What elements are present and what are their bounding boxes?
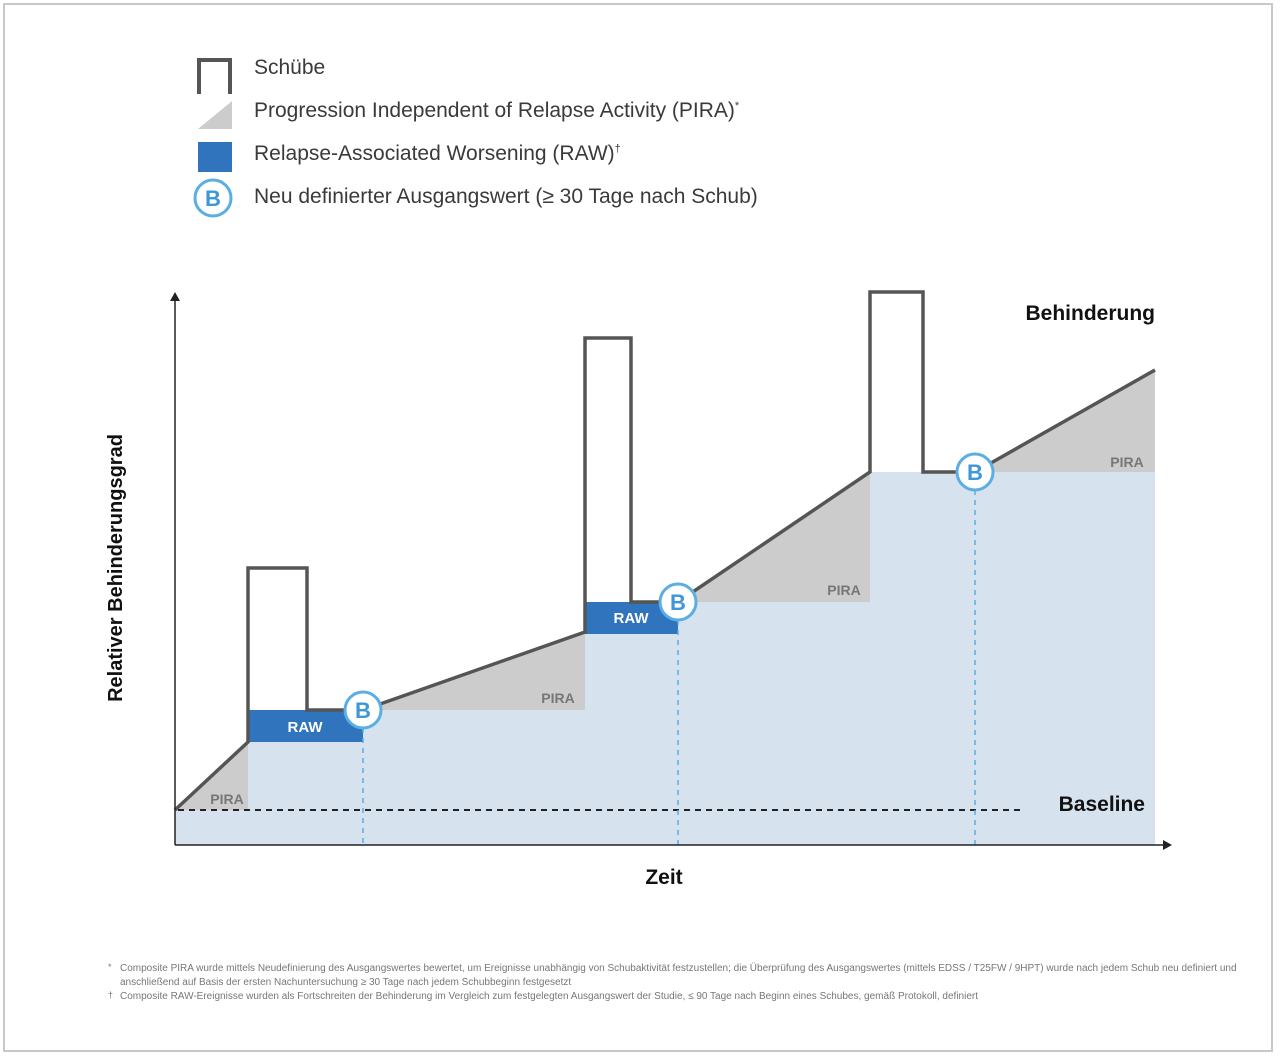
- legend-label-raw: Relapse-Associated Worsening (RAW)†: [254, 142, 621, 165]
- baseline-label: Baseline: [1059, 793, 1145, 816]
- disability-trajectory: [173, 290, 1156, 812]
- legend-item-schuebe: Schübe: [190, 50, 890, 94]
- svg-text:B: B: [670, 590, 686, 615]
- x-axis-label: Zeit: [645, 866, 682, 889]
- pira-label-4: PIRA: [1110, 454, 1143, 470]
- svg-text:B: B: [967, 460, 983, 485]
- legend-item-raw: Relapse-Associated Worsening (RAW)†: [190, 136, 890, 176]
- y-axis-label: Relativer Behinderungsgrad: [105, 434, 127, 702]
- b-marker-1: B: [343, 690, 383, 730]
- svg-text:B: B: [205, 186, 221, 211]
- top-label: Behinderung: [1026, 302, 1156, 325]
- y-axis-arrow-icon: [170, 292, 180, 301]
- raw-bar-1: [248, 710, 363, 742]
- legend-label-baseline-reset: Neu definierter Ausgangswert (≥ 30 Tage …: [254, 185, 758, 208]
- legend-item-pira: Progression Independent of Relapse Activ…: [190, 93, 890, 133]
- legend-label-schuebe: Schübe: [254, 56, 326, 79]
- x-axis-arrow-icon: [1163, 840, 1172, 850]
- b-marker-2: B: [658, 582, 698, 622]
- svg-text:B: B: [355, 698, 371, 723]
- disability-area: [175, 472, 1155, 845]
- pira-label-1: PIRA: [210, 791, 243, 807]
- b-circle-icon: B: [193, 178, 233, 218]
- legend-label-pira: Progression Independent of Relapse Activ…: [254, 99, 740, 122]
- figure-frame: [3, 3, 1273, 1052]
- pira-label-2: PIRA: [541, 690, 574, 706]
- legend-item-baseline-reset: B Neu definierter Ausgangswert (≥ 30 Tag…: [190, 178, 890, 219]
- raw-square-icon: [198, 142, 232, 172]
- raw-label-2: RAW: [614, 610, 650, 627]
- pira-label-3: PIRA: [827, 582, 860, 598]
- footnotes: * Composite PIRA wurde mittels Neudefini…: [108, 962, 1238, 1004]
- raw-label-1: RAW: [288, 719, 324, 736]
- pira-triangle-icon: [198, 101, 232, 129]
- relapse-bar-icon: [197, 58, 232, 94]
- b-marker-3: B: [955, 452, 995, 492]
- footnote-pira: * Composite PIRA wurde mittels Neudefini…: [108, 962, 1237, 988]
- footnote-raw: † Composite RAW-Ereignisse wurden als Fo…: [108, 990, 978, 1002]
